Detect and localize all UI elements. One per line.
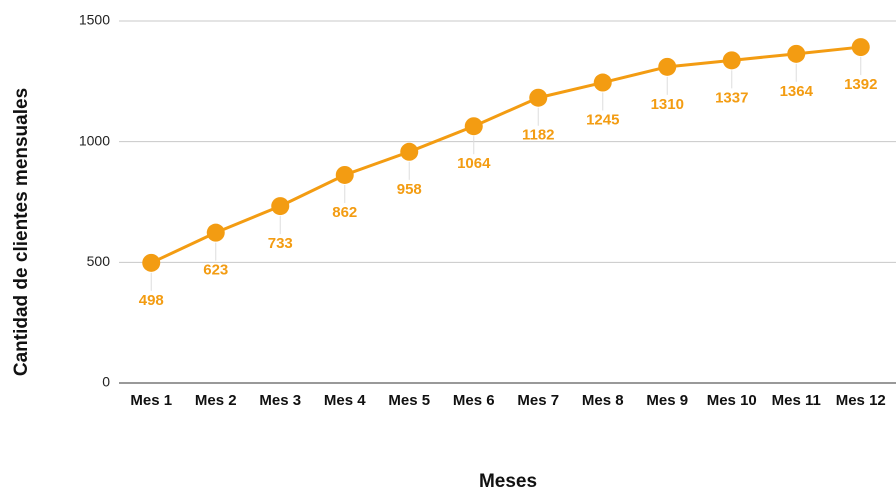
point bbox=[400, 142, 419, 161]
x-tick-label: Mes 12 bbox=[835, 392, 886, 409]
x-tick-label: Mes 9 bbox=[646, 392, 689, 409]
line bbox=[150, 45, 861, 265]
x-tick-label: Mes 6 bbox=[452, 392, 495, 409]
data-label: 1245 bbox=[586, 112, 619, 129]
data-label: 1337 bbox=[715, 89, 748, 106]
data-label: 1310 bbox=[651, 96, 684, 113]
data-label: 1182 bbox=[522, 127, 555, 144]
x-tick-label: Mes 10 bbox=[706, 392, 757, 409]
x-tick-label: Mes 2 bbox=[194, 392, 237, 409]
data-label: 958 bbox=[397, 181, 422, 198]
x-tick-label: Mes 11 bbox=[771, 392, 821, 409]
y-tick-label: 1000 bbox=[79, 132, 110, 148]
point bbox=[464, 117, 483, 136]
data-label: 862 bbox=[332, 204, 357, 221]
point bbox=[851, 38, 870, 57]
data-label: 1392 bbox=[844, 76, 877, 93]
y-tick-label: 500 bbox=[87, 253, 111, 269]
point bbox=[529, 88, 548, 107]
point bbox=[206, 223, 225, 242]
point bbox=[722, 51, 741, 70]
x-tick-label: Mes 5 bbox=[388, 392, 431, 409]
data-label: 1064 bbox=[457, 155, 491, 172]
point bbox=[787, 44, 806, 63]
x-axis-title: Meses bbox=[479, 471, 537, 490]
data-label: 498 bbox=[139, 292, 164, 309]
point bbox=[593, 73, 612, 92]
x-tick-label: Mes 4 bbox=[323, 392, 366, 409]
x-tick-label: Mes 7 bbox=[517, 392, 560, 409]
x-tick-label: Mes 1 bbox=[130, 392, 173, 409]
y-tick-label: 0 bbox=[102, 374, 110, 390]
point bbox=[658, 57, 677, 76]
y-tick-label: 1500 bbox=[79, 12, 110, 28]
x-tick-label: Mes 3 bbox=[259, 392, 302, 409]
data-label: 623 bbox=[203, 262, 228, 279]
y-axis-title: Cantidad de clientes mensuales bbox=[11, 88, 32, 376]
data-label: 1364 bbox=[780, 83, 814, 100]
data-label: 733 bbox=[268, 235, 293, 252]
x-tick-label: Mes 8 bbox=[581, 392, 624, 409]
point bbox=[271, 197, 290, 216]
point bbox=[335, 165, 354, 184]
point bbox=[142, 253, 161, 272]
